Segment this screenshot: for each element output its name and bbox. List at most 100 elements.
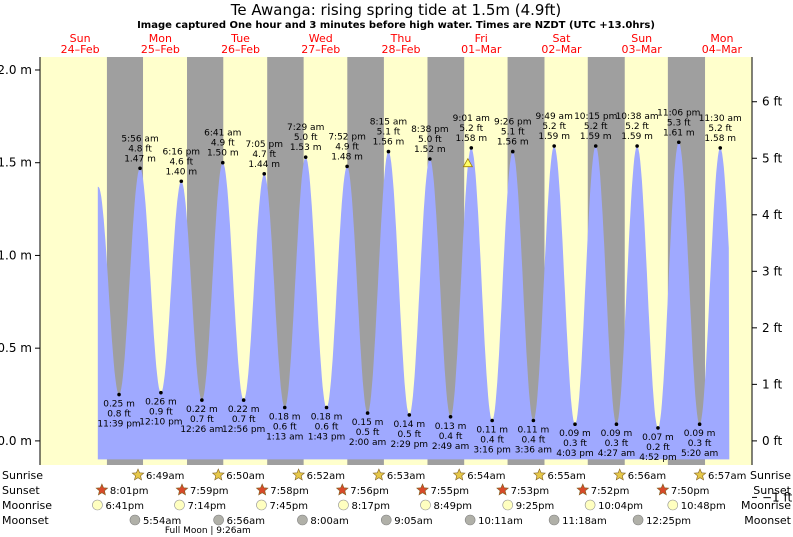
sunrise-time: 6:57am [708,471,746,482]
low-tide-point [117,392,121,397]
right-tick-label: 6 ft [762,95,782,109]
moonrise-time: 8:49pm [433,501,472,512]
low-tide-point [490,418,494,423]
low-tide-label: 0.09 m [684,429,716,439]
low-tide-label: 0.09 m [601,429,633,439]
high-tide-point [179,179,184,184]
low-tide-point [614,422,619,427]
low-tide-label: 0.2 ft [646,443,670,453]
low-tide-label: 12:56 pm [222,425,265,435]
low-tide-label: 0.4 ft [480,435,504,445]
low-tide-label: 0.4 ft [439,432,463,442]
sunset-star-icon [496,483,510,496]
high-tide-label: 1.56 m [497,138,529,148]
high-tide-label: 4.6 ft [169,157,193,167]
day-date: 28–Feb [382,43,421,56]
moonrise-icon [174,499,185,511]
low-tide-label: 0.9 ft [149,408,173,418]
high-tide-label: 5.1 ft [377,128,401,138]
low-tide-label: 3:36 am [515,445,552,455]
current-tide-marker [462,157,474,168]
high-tide-label: 8:38 pm [411,125,449,135]
high-tide-point [593,144,598,148]
low-tide-label: 4:27 am [598,449,635,459]
high-tide-label: 4.9 ft [335,142,359,152]
high-tide-point [552,144,556,148]
low-tide-point [282,405,287,410]
right-tick-label: 3 ft [762,264,782,278]
low-tide-label: 0.25 m [103,400,135,410]
right-tick-label: 1 ft [762,377,782,391]
sunset-time: 7:50pm [671,486,710,497]
high-tide-point [303,155,308,159]
low-tide-label: 0.11 m [518,425,550,435]
low-tide-point [531,418,536,423]
moonrise-icon [420,499,431,511]
low-tide-label: 0.13 m [435,422,467,432]
sunset-star-icon [255,483,269,496]
day-date: 04–Mar [702,43,743,56]
low-tide-label: 0.3 ft [605,439,629,449]
high-tide-point [676,140,681,145]
high-tide-label: 11:06 pm [657,108,700,118]
sunset-star-icon [416,483,429,496]
high-tide-label: 1.47 m [124,154,156,164]
day-date: 26–Feb [221,43,260,56]
high-tide-point [386,149,391,154]
high-tide-label: 1.59 m [538,132,570,142]
high-tide-label: 1.58 m [455,134,487,144]
high-tide-label: 6:41 am [204,129,241,139]
right-tick-label: −1 ft [762,490,793,504]
sunrise-time: 6:54am [467,471,505,482]
sunrise-star-icon [613,468,627,481]
high-tide-label: 1.58 m [704,134,736,144]
moonrise-time: 10:04pm [598,501,643,512]
sunrise-star-icon [452,468,466,481]
row-label-right: Moonset [744,514,791,527]
high-tide-point [469,146,474,150]
low-tide-label: 0.3 ft [563,439,587,449]
high-tide-label: 9:01 am [453,114,490,124]
high-tide-point [635,144,639,148]
high-tide-label: 5.2 ft [459,124,483,134]
high-tide-label: 9:26 pm [494,118,532,128]
sunset-time: 7:58pm [270,486,309,497]
day-date: 02–Mar [541,43,582,56]
high-tide-label: 5.2 ft [708,124,732,134]
low-tide-point [241,398,246,402]
low-tide-label: 1:13 am [266,433,303,443]
sunset-star-icon [95,483,109,496]
high-tide-label: 7:29 am [287,123,324,133]
moonset-time: 9:05am [394,516,432,527]
sunrise-star-icon [292,468,306,481]
sunset-star-icon [576,483,590,496]
high-tide-label: 5.2 ft [625,122,649,132]
axes: 2.0 m 1.5 m 1.0 m 0.5 m 0.0 m 6 ft 5 ft 4 ft 3 f… [0,32,793,504]
low-tide-label: 0.18 m [311,413,343,423]
row-label-left: Sunrise [2,469,43,482]
high-tide-label: 6:16 pm [163,147,201,157]
sunset-star-icon [656,483,670,496]
high-tide-label: 1.61 m [663,128,695,138]
tide-curve [97,142,730,460]
sunrise-star-icon [372,468,386,481]
high-tide-label: 1.48 m [331,152,363,162]
row-label-right: Sunrise [750,469,791,482]
sunrise-star-icon [693,468,707,481]
high-tide-label: 5.1 ft [501,128,525,138]
low-tide-label: 0.8 ft [107,410,131,420]
moonset-icon [129,514,141,526]
low-tide-label: 5:20 am [681,449,718,459]
header: Te Awanga: rising spring tide at 1.5m (4… [137,1,655,31]
sunrise-time: 6:55am [547,471,585,482]
full-moon-label: Full Moon | 9:26am [165,526,251,536]
high-tide-point [718,146,723,150]
low-tide-label: 4:03 pm [556,449,594,459]
high-tide-label: 11:30 am [699,114,742,124]
high-tide-point [428,157,432,161]
high-tide-label: 1.52 m [414,145,446,155]
low-tide-label: 2:49 am [432,442,469,452]
day-name: Wed [309,32,333,45]
sunset-time: 7:56pm [350,486,389,497]
